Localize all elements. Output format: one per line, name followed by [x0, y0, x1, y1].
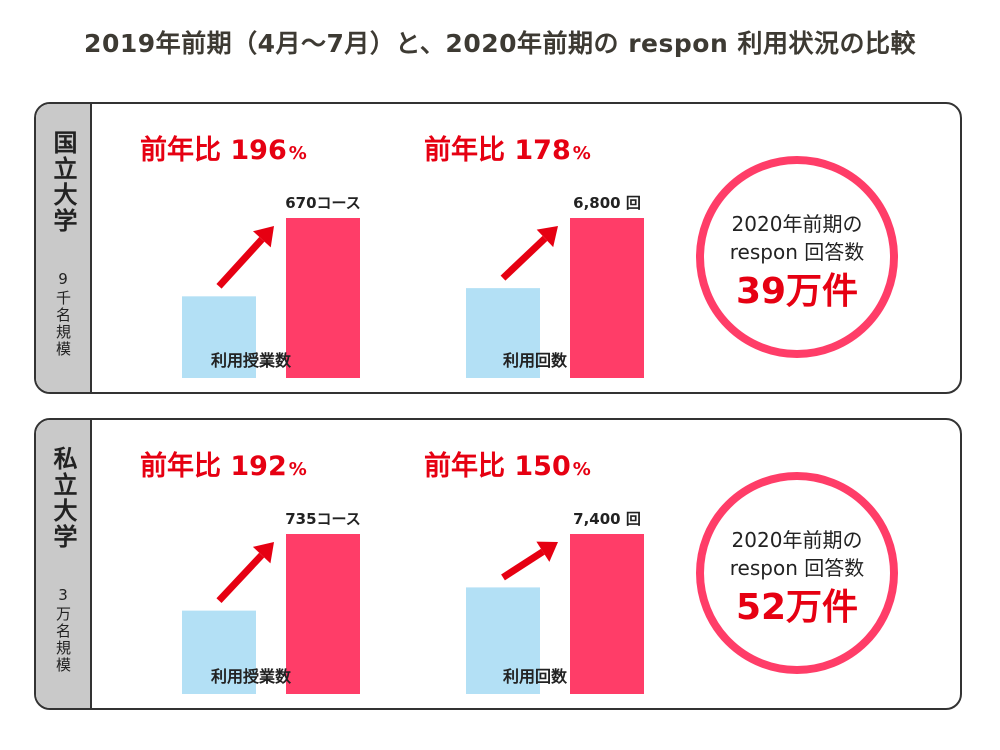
value-label: 7,400 回: [573, 510, 641, 528]
metric-label: 利用回数: [503, 667, 568, 686]
panel-national-university: 国立大学 9千名規模 前年比 196% 670コース利用授業数 前年比 178%…: [34, 102, 962, 394]
increase-arrow-icon: [501, 541, 558, 581]
increase-arrow-icon: [216, 226, 274, 289]
value-label: 6,800 回: [573, 194, 641, 212]
ratio-percent: %: [288, 143, 307, 164]
yoy-ratio: 前年比 196%: [140, 128, 307, 167]
bar-2020: [286, 218, 360, 378]
page-title: 2019年前期（4月〜7月）と、2020年前期の respon 利用状況の比較: [84, 29, 916, 58]
metric-label: 利用授業数: [211, 351, 292, 370]
metric-label: 利用回数: [503, 351, 568, 370]
side-label: 私立大学 3万名規模: [36, 420, 92, 708]
metric-courses: 前年比 192% 735コース利用授業数: [136, 420, 376, 708]
response-count-circle: 2020年前期の respon 回答数 52万件: [696, 472, 898, 674]
group-scale: 3万名規模: [54, 586, 72, 674]
yoy-ratio: 前年比 150%: [424, 444, 591, 483]
circle-line1: 2020年前期の: [731, 528, 863, 552]
ratio-percent: %: [572, 143, 591, 164]
panel-private-university: 私立大学 3万名規模 前年比 192% 735コース利用授業数 前年比 150%…: [34, 418, 962, 710]
ratio-text: 前年比 150: [424, 451, 571, 482]
response-count: 39万件: [735, 271, 859, 312]
response-count-circle: 2020年前期の respon 回答数 39万件: [696, 156, 898, 358]
bar-2020: [286, 534, 360, 694]
circle-line2: respon 回答数: [729, 240, 865, 264]
increase-arrow-icon: [216, 542, 274, 604]
group-title: 国立大学: [49, 130, 77, 234]
circle-line2: respon 回答数: [729, 556, 865, 580]
ratio-text: 前年比 192: [140, 451, 287, 482]
group-title: 私立大学: [49, 446, 77, 550]
circle-line1: 2020年前期の: [731, 212, 863, 236]
metric-uses: 前年比 178% 6,800 回利用回数: [420, 104, 660, 392]
ratio-text: 前年比 178: [424, 135, 571, 166]
bar-2020: [570, 218, 644, 378]
bar-2019: [182, 610, 256, 694]
response-count: 52万件: [735, 587, 859, 628]
metric-label: 利用授業数: [211, 667, 292, 686]
yoy-ratio: 前年比 178%: [424, 128, 591, 167]
value-label: 670コース: [285, 194, 361, 212]
metric-uses: 前年比 150% 7,400 回利用回数: [420, 420, 660, 708]
yoy-ratio: 前年比 192%: [140, 444, 307, 483]
value-label: 735コース: [285, 510, 361, 528]
increase-arrow-icon: [500, 226, 558, 281]
bar-2019: [182, 296, 256, 378]
ratio-percent: %: [572, 459, 591, 480]
bar-2019: [466, 288, 540, 378]
bar-2020: [570, 534, 644, 694]
bar-2019: [466, 587, 540, 694]
ratio-text: 前年比 196: [140, 135, 287, 166]
group-scale: 9千名規模: [54, 270, 72, 358]
ratio-percent: %: [288, 459, 307, 480]
side-label: 国立大学 9千名規模: [36, 104, 92, 392]
metric-courses: 前年比 196% 670コース利用授業数: [136, 104, 376, 392]
